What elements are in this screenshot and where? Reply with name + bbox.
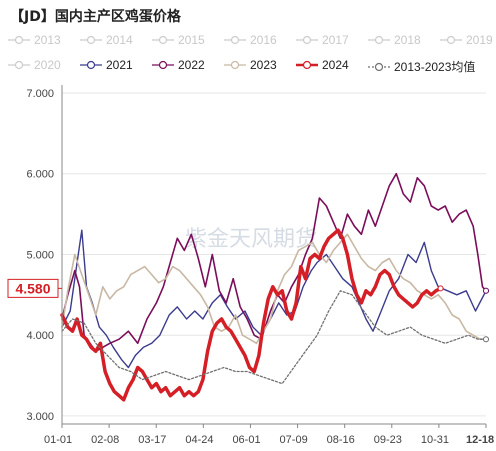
x-tick-label: 12-18	[466, 434, 494, 446]
y-tick-label: 7.000	[26, 88, 54, 100]
legend-item-2023[interactable]: 2023	[224, 58, 277, 72]
chart-title: 【JD】国内主产区鸡蛋价格	[10, 9, 181, 25]
legend-swatch-icon	[368, 62, 390, 71]
legend-label: 2013-2023均值	[394, 60, 476, 74]
legend-swatch-icon	[152, 60, 174, 70]
x-tick-label: 06-01	[232, 434, 260, 446]
legend-label: 2024	[322, 58, 349, 72]
y-tick-label: 5.000	[26, 249, 54, 261]
x-tick-label: 10-31	[421, 434, 449, 446]
series-line-2023	[61, 233, 487, 345]
legend-swatch-icon	[224, 60, 246, 70]
legend-item-2020[interactable]: 2020	[8, 58, 61, 72]
x-tick-label: 09-23	[374, 434, 402, 446]
legend-label: 2014	[106, 33, 133, 47]
series-end-marker	[483, 287, 489, 294]
legend-item-2013-2023均值[interactable]: 2013-2023均值	[368, 58, 475, 75]
x-tick-label: 04-24	[185, 434, 213, 446]
legend-item-2022[interactable]: 2022	[152, 58, 205, 72]
legend-item-2017[interactable]: 2017	[296, 33, 349, 47]
legend-swatch-icon	[224, 35, 246, 45]
legend-label: 2022	[178, 58, 205, 72]
series-line-2013-2023均值	[61, 290, 487, 385]
y-tick-label: 4.000	[26, 330, 54, 342]
last-value-label: 4.580	[15, 280, 50, 296]
legend-swatch-icon	[296, 60, 318, 70]
legend-label: 2023	[250, 58, 277, 72]
legend-label: 2017	[322, 33, 349, 47]
x-tick-label: 08-16	[327, 434, 355, 446]
legend-swatch-icon	[80, 60, 102, 70]
legend-swatch-icon	[296, 35, 318, 45]
legend-item-2018[interactable]: 2018	[368, 33, 421, 47]
x-tick-label: 03-17	[138, 434, 166, 446]
legend-item-2024[interactable]: 2024	[296, 58, 349, 72]
x-tick-label: 02-08	[91, 434, 119, 446]
legend-swatch-icon	[440, 35, 462, 45]
watermark: 紫金天风期货	[185, 227, 317, 252]
legend-item-2014[interactable]: 2014	[80, 33, 133, 47]
legend-item-2015[interactable]: 2015	[152, 33, 205, 47]
x-tick-label: 07-09	[280, 434, 308, 446]
series-end-marker	[437, 285, 444, 292]
legend-label: 2018	[394, 33, 421, 47]
legend-label: 2020	[34, 58, 61, 72]
series-line-2024	[60, 228, 443, 402]
legend-item-2016[interactable]: 2016	[224, 33, 277, 47]
legend-swatch-icon	[80, 35, 102, 45]
series-line-2022	[61, 172, 487, 353]
legend-label: 2019	[466, 33, 493, 47]
legend-item-2013[interactable]: 2013	[8, 33, 61, 47]
legend-label: 2016	[250, 33, 277, 47]
legend-label: 2021	[106, 58, 133, 72]
legend-swatch-icon	[152, 35, 174, 45]
legend-label: 2013	[34, 33, 61, 47]
legend-label: 2015	[178, 33, 205, 47]
y-tick-label: 3.000	[26, 411, 54, 423]
legend-swatch-icon	[8, 60, 30, 70]
legend-swatch-icon	[368, 35, 390, 45]
series-end-marker	[483, 336, 489, 343]
legend-item-2019[interactable]: 2019	[440, 33, 493, 47]
legend-swatch-icon	[8, 35, 30, 45]
legend-item-2021[interactable]: 2021	[80, 58, 133, 72]
y-tick-label: 6.000	[26, 169, 54, 181]
x-tick-label: 01-01	[44, 434, 72, 446]
